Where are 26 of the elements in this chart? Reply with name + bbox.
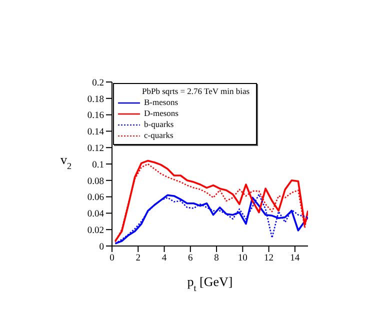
y-tick-label: 0.2 (92, 78, 104, 88)
x-tick-label: 2 (136, 254, 141, 264)
x-tick-label: 12 (264, 254, 274, 264)
y-tick-label: 0.04 (87, 210, 104, 220)
y-tick-label: 0.1 (92, 160, 104, 170)
x-axis-title: p$_{t}$ [GeV] (187, 274, 233, 293)
y-tick-label: 0 (99, 242, 104, 252)
x-tick-label: 0 (110, 254, 115, 264)
x-tick-label: 14 (290, 254, 300, 264)
legend-label: b-quarks (144, 119, 174, 130)
y-tick-label: 0.14 (87, 128, 104, 138)
x-tick-label: 4 (162, 254, 167, 264)
y-tick-label: 0.18 (87, 94, 104, 105)
x-tick-label: 10 (238, 254, 248, 264)
legend-label: c-quarks (144, 130, 174, 141)
x-tick-label: 6 (188, 254, 194, 264)
legend-label: B-mesons (144, 97, 178, 108)
legend-title: PbPb sqrts = 2.76 TeV min bias (141, 86, 250, 97)
y-tick-label: 0.06 (87, 193, 104, 204)
y-tick-label: 0.02 (87, 226, 104, 236)
y-axis-title: v$_{2}$ (60, 152, 72, 171)
x-tick-label: 8 (214, 254, 220, 264)
y-tick-label: 0.16 (87, 111, 104, 122)
y-tick-label: 0.12 (87, 144, 104, 154)
legend-label: D-mesons (144, 108, 178, 119)
y-tick-label: 0.08 (87, 176, 104, 187)
